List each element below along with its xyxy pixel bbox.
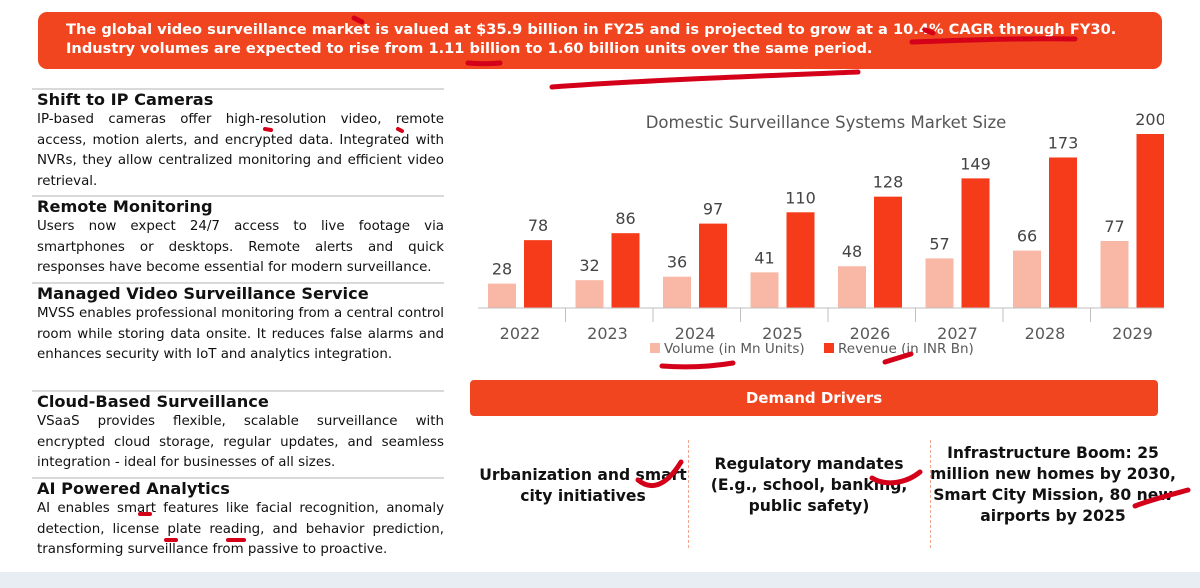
bar-revenue (961, 178, 990, 308)
page-footer-strip (0, 572, 1200, 588)
data-label: 32 (579, 256, 599, 275)
data-label: 97 (703, 200, 723, 219)
driver-regulatory: Regulatory mandates (E.g., school, banki… (710, 455, 908, 515)
section-heading: Cloud-Based Surveillance (32, 390, 444, 412)
data-label: 110 (785, 188, 816, 207)
data-label: 41 (754, 248, 774, 267)
legend-label: Volume (in Mn Units) (664, 341, 805, 357)
banner-line-2: Industry volumes are expected to rise fr… (66, 40, 873, 57)
section-body: MVSS enables professional monitoring fro… (37, 306, 444, 362)
section-heading: Managed Video Surveillance Service (32, 282, 444, 304)
data-label: 66 (1017, 227, 1037, 246)
bar-volume (925, 258, 954, 308)
section-heading: AI Powered Analytics (32, 477, 444, 499)
section-managed-video: Managed Video Surveillance Service MVSS … (32, 282, 444, 366)
data-label: 28 (492, 260, 512, 279)
bar-revenue (611, 233, 640, 308)
data-label: 36 (667, 253, 687, 272)
chart-title: Domestic Surveillance Systems Market Siz… (646, 113, 1007, 132)
section-ip-cameras: Shift to IP Cameras IP-based cameras off… (32, 88, 444, 192)
legend-swatch (824, 343, 834, 353)
bar-volume (663, 276, 691, 308)
bar-volume (838, 266, 866, 308)
x-tick-label: 2028 (1025, 324, 1066, 343)
data-label: 86 (615, 209, 635, 228)
data-label: 77 (1104, 217, 1124, 236)
driver-urbanization: Urbanization and smart city initiatives (479, 466, 687, 505)
section-ai-analytics: AI Powered Analytics AI enables smart fe… (32, 477, 444, 561)
demand-drivers-header: Demand Drivers (470, 380, 1158, 416)
bar-volume (575, 280, 604, 308)
legend-swatch (650, 343, 660, 353)
section-body: VSaaS provides flexible, scalable survei… (37, 414, 444, 470)
data-label: 57 (929, 234, 949, 253)
market-size-chart: Domestic Surveillance Systems Market Siz… (478, 110, 1164, 357)
x-tick-label: 2027 (937, 324, 978, 343)
bar-revenue (1136, 134, 1164, 308)
bar-volume (488, 283, 516, 308)
driver-divider (688, 440, 689, 548)
bar-revenue (874, 196, 902, 308)
driver-divider (930, 440, 931, 548)
data-label: 128 (873, 173, 904, 192)
bar-revenue (1049, 157, 1077, 308)
summary-banner: The global video surveillance market is … (38, 12, 1162, 69)
x-tick-label: 2025 (762, 324, 803, 343)
bar-revenue (699, 223, 727, 308)
section-body: Users now expect 24/7 access to live foo… (37, 219, 444, 275)
banner-line-1: The global video surveillance market is … (66, 21, 1117, 38)
data-label: 200 (1135, 110, 1164, 129)
section-remote-monitoring: Remote Monitoring Users now expect 24/7 … (32, 195, 444, 279)
legend-label: Revenue (in INR Bn) (838, 341, 974, 357)
section-heading: Remote Monitoring (32, 195, 444, 217)
section-cloud-surveillance: Cloud-Based Surveillance VSaaS provides … (32, 390, 444, 474)
x-tick-label: 2023 (587, 324, 628, 343)
bar-volume (1100, 241, 1129, 308)
bar-volume (750, 272, 779, 308)
x-tick-label: 2029 (1112, 324, 1153, 343)
driver-infrastructure: Infrastructure Boom: 25 million new home… (930, 444, 1176, 525)
section-body: AI enables smart features like facial re… (37, 501, 444, 557)
data-label: 48 (842, 242, 862, 261)
annotation-underline (549, 69, 861, 90)
bar-revenue (786, 212, 815, 308)
bar-revenue (524, 240, 552, 308)
x-tick-label: 2026 (850, 324, 891, 343)
data-label: 173 (1048, 133, 1079, 152)
x-tick-label: 2022 (500, 324, 541, 343)
x-tick-label: 2024 (675, 324, 716, 343)
data-label: 78 (528, 216, 548, 235)
bar-volume (1013, 250, 1041, 308)
data-label: 149 (960, 154, 991, 173)
section-body: IP-based cameras offer high-resolution v… (37, 112, 444, 189)
section-heading: Shift to IP Cameras (32, 88, 444, 110)
